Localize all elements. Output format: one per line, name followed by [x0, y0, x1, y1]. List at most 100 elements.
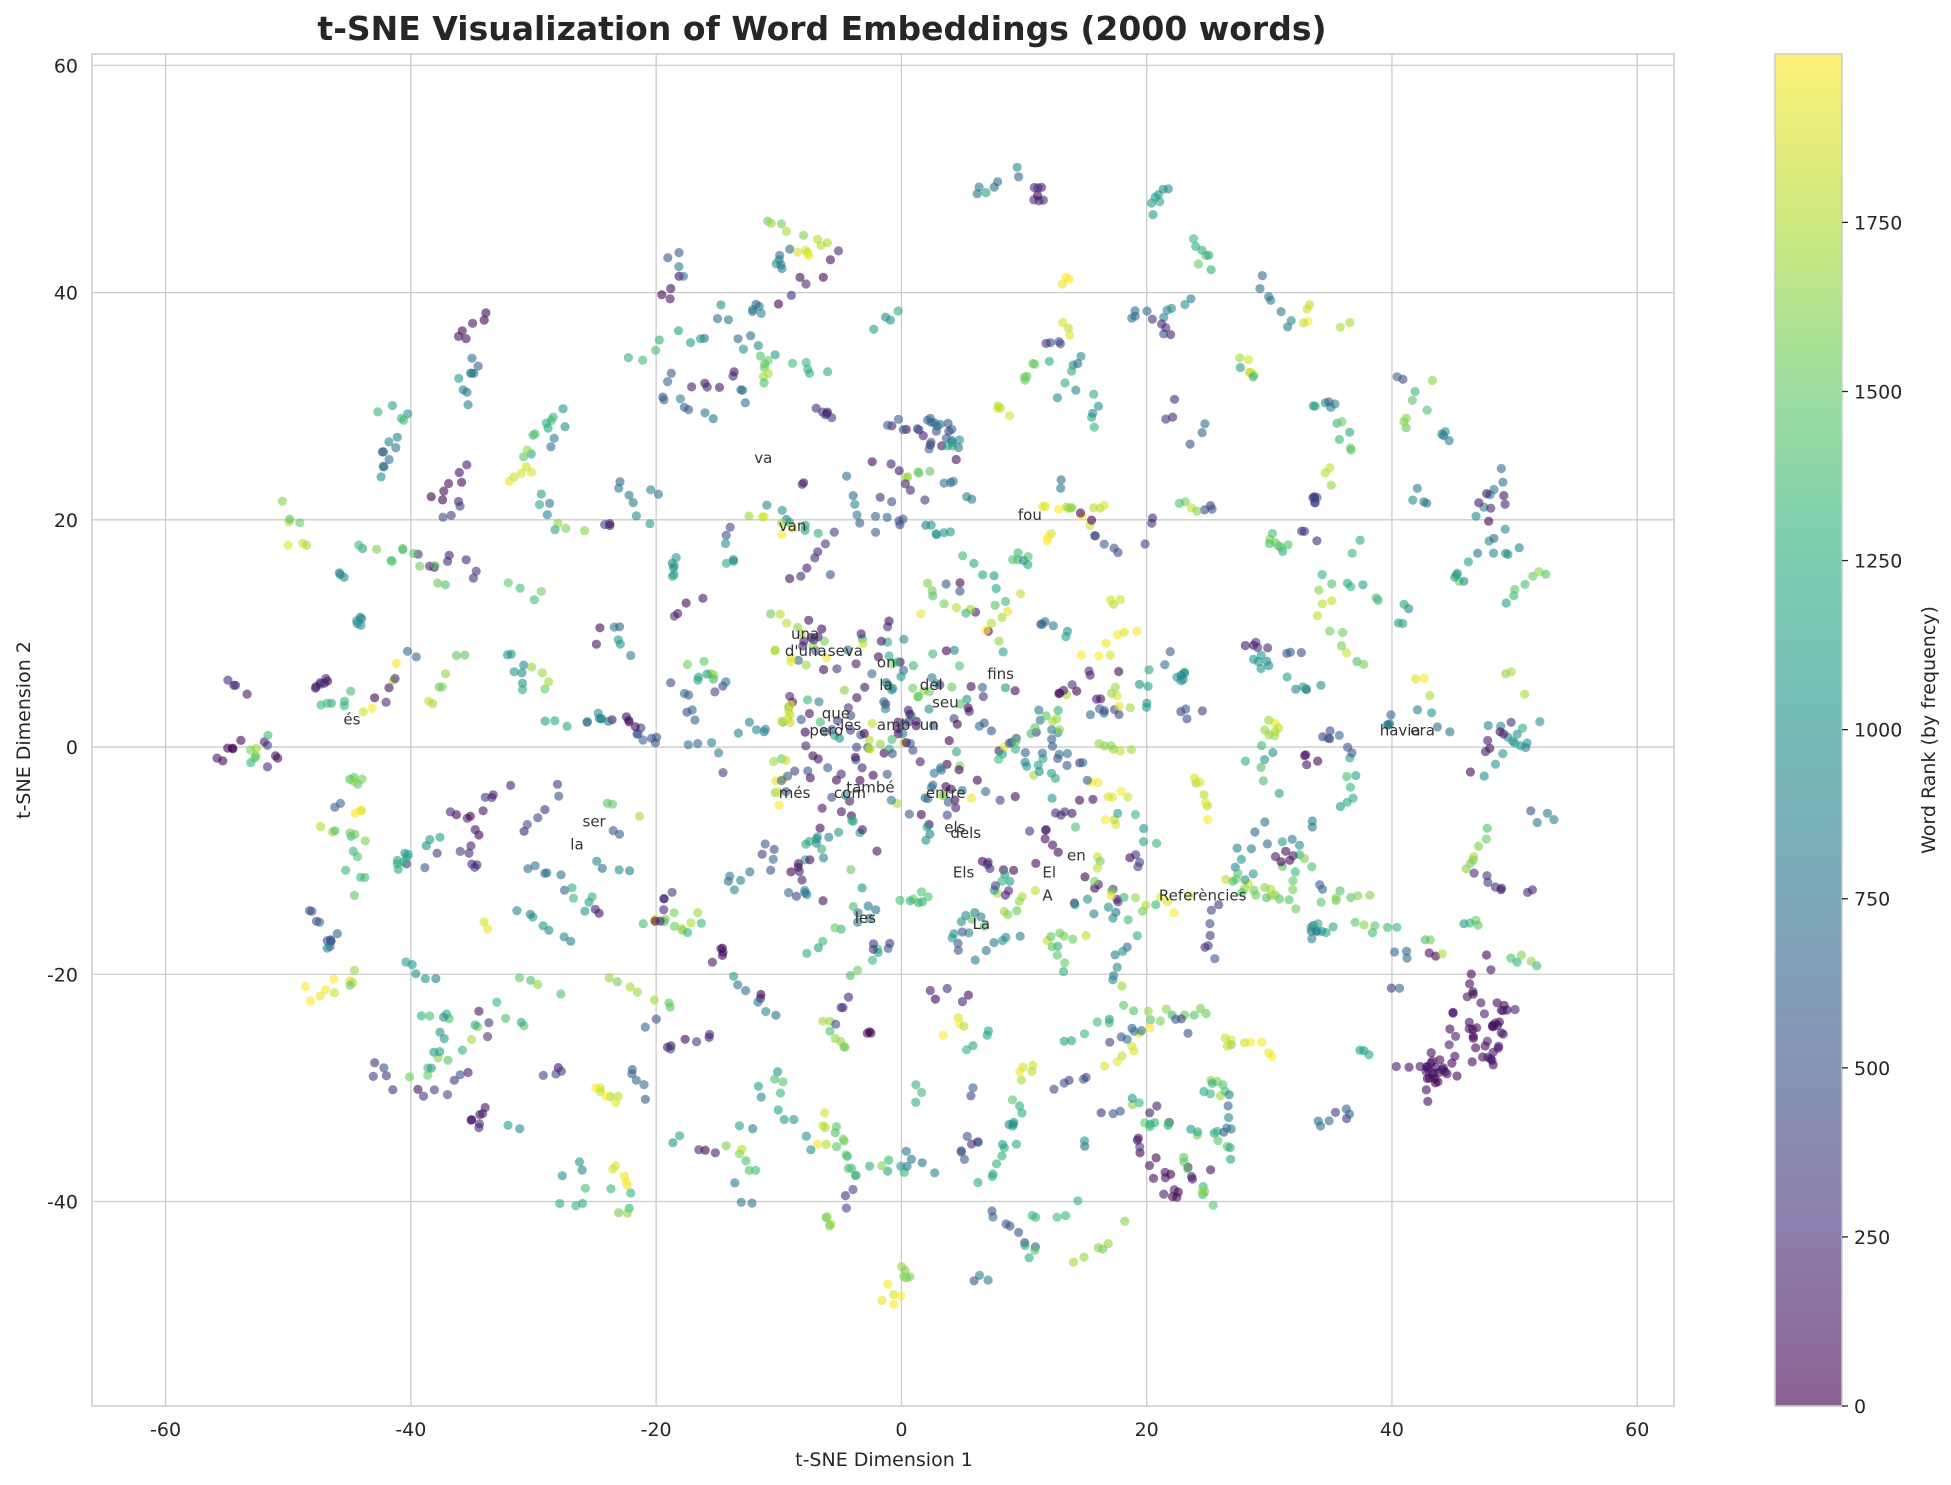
data-point — [901, 1146, 911, 1156]
data-point — [1049, 1084, 1059, 1094]
data-point — [805, 855, 815, 865]
data-point — [1007, 1095, 1018, 1105]
data-point — [454, 373, 464, 383]
data-point — [808, 751, 818, 761]
data-point — [717, 943, 728, 953]
data-point — [339, 696, 350, 706]
data-point — [1005, 411, 1015, 421]
data-point — [856, 629, 866, 639]
data-point — [1434, 1068, 1444, 1078]
data-point — [1308, 401, 1318, 411]
data-point — [966, 681, 976, 692]
data-point — [942, 983, 952, 994]
data-point — [1163, 1118, 1174, 1128]
data-point — [540, 684, 550, 694]
data-point — [865, 744, 875, 754]
data-point — [896, 1291, 906, 1301]
data-point — [886, 459, 896, 469]
data-point — [1506, 667, 1516, 677]
data-point — [1011, 736, 1021, 747]
data-point — [470, 825, 480, 835]
data-point — [607, 799, 618, 809]
data-point — [1036, 182, 1047, 192]
data-point — [446, 510, 456, 520]
data-point — [295, 518, 305, 528]
data-point — [1312, 536, 1322, 546]
data-point — [736, 385, 746, 395]
data-point — [1426, 1048, 1436, 1058]
data-point — [827, 792, 837, 802]
data-point — [320, 985, 330, 995]
data-point — [674, 248, 684, 258]
data-point — [1053, 847, 1063, 857]
data-point — [786, 653, 796, 663]
data-point — [877, 1295, 887, 1306]
data-point — [1088, 794, 1098, 805]
data-point — [863, 901, 873, 911]
data-point — [1299, 526, 1310, 537]
data-point — [947, 933, 957, 943]
data-point — [939, 599, 949, 609]
data-point — [746, 331, 756, 341]
data-point — [1138, 837, 1149, 847]
data-point — [584, 897, 594, 907]
data-point — [1114, 701, 1124, 711]
data-point — [1066, 1036, 1077, 1046]
data-point — [979, 921, 989, 931]
data-point — [1410, 386, 1420, 397]
chart-title: t-SNE Visualization of Word Embeddings (… — [317, 9, 1326, 48]
data-point — [887, 749, 897, 759]
data-point — [322, 943, 332, 953]
data-point — [625, 982, 635, 992]
data-point — [760, 839, 770, 849]
data-point — [556, 1066, 566, 1076]
data-point — [1151, 900, 1161, 910]
data-point — [1488, 1022, 1498, 1032]
data-point — [1143, 1006, 1153, 1016]
data-point — [776, 219, 787, 229]
data-point — [1256, 663, 1266, 674]
data-point — [409, 548, 419, 559]
data-point — [979, 718, 989, 728]
data-point — [1342, 578, 1353, 588]
data-point — [479, 315, 489, 325]
data-point — [1257, 741, 1267, 751]
data-point — [930, 994, 941, 1004]
data-point — [1225, 1143, 1235, 1153]
data-point — [492, 997, 502, 1007]
data-point — [1482, 489, 1492, 499]
data-point — [1093, 777, 1103, 788]
word-label: és — [343, 710, 360, 728]
data-point — [841, 1150, 851, 1160]
data-point — [1099, 539, 1109, 549]
data-point — [600, 520, 610, 530]
x-tick-label: -40 — [395, 1419, 426, 1441]
data-point — [625, 866, 635, 876]
data-point — [681, 598, 691, 608]
data-point — [1207, 1078, 1217, 1088]
data-point — [1422, 405, 1432, 415]
data-point — [314, 917, 325, 927]
data-point — [1496, 1028, 1506, 1038]
data-point — [1411, 674, 1421, 684]
data-point — [1392, 922, 1402, 932]
data-point — [1488, 548, 1499, 558]
data-point — [1282, 672, 1292, 682]
data-point — [669, 921, 680, 931]
data-point — [1314, 585, 1324, 595]
data-point — [989, 571, 999, 581]
data-point — [1201, 798, 1211, 808]
data-point — [1344, 1109, 1355, 1119]
data-point — [1073, 1196, 1083, 1206]
data-point — [804, 708, 815, 719]
data-point — [751, 725, 762, 735]
data-point — [591, 639, 602, 649]
data-point — [440, 580, 450, 590]
data-point — [439, 1012, 449, 1022]
y-tick-label: -40 — [47, 1191, 78, 1213]
data-point — [1236, 854, 1246, 865]
data-point — [1407, 395, 1417, 405]
data-point — [1541, 569, 1551, 579]
data-point — [815, 823, 825, 833]
data-point — [786, 867, 796, 877]
